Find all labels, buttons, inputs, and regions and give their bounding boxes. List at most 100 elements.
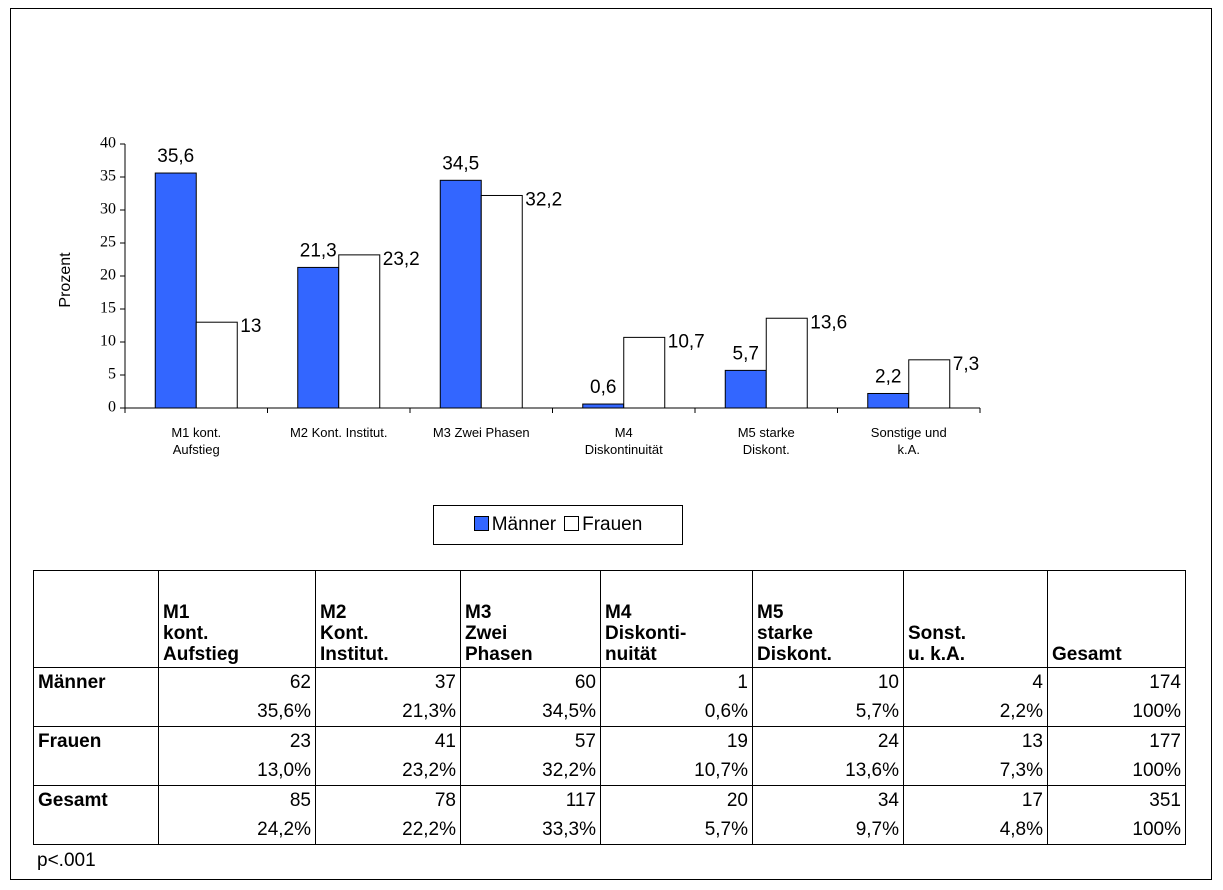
y-tick-label: 0 [108,399,116,416]
count: 351 [1149,790,1181,811]
count: 177 [1149,731,1181,752]
count: 34 [877,790,899,811]
table-cell: 174 100% [1047,667,1186,727]
bar [908,359,951,409]
percent: 100% [1132,760,1181,781]
bar [439,179,482,409]
table-cell: 85 24,2% [158,785,316,845]
percent: 24,2% [257,819,311,840]
percent: 0,6% [704,701,748,722]
x-tick-label: Sonstige und k.A. [870,425,947,457]
bar [582,403,625,409]
count: 17 [1021,790,1043,811]
column-header: M2 Kont. Institut. [315,570,461,668]
table-cell: 60 34,5% [460,667,601,727]
count: 24 [877,731,899,752]
table-cell: 351 100% [1047,785,1186,845]
data-label: 34,5 [442,153,479,174]
percent: 100% [1132,701,1181,722]
legend-label: Männer [491,514,557,535]
data-label: 13,6 [810,312,847,333]
data-label: 7,3 [953,354,979,375]
percent: 13,0% [257,760,311,781]
row-label: Gesamt [33,785,159,845]
legend: Männer Frauen [433,505,683,545]
percent: 100% [1132,819,1181,840]
table-cell: 62 35,6% [158,667,316,727]
table-cell: 57 32,2% [460,726,601,786]
percent: 23,2% [402,760,456,781]
row-label: Männer [33,667,159,727]
percent: 13,6% [845,760,899,781]
count: 85 [289,790,311,811]
table-cell: 13 7,3% [903,726,1048,786]
y-tick-label: 40 [100,135,116,152]
count: 117 [565,790,596,811]
data-label: 0,6 [590,377,616,398]
percent: 33,3% [542,819,596,840]
y-tick-label: 15 [100,300,116,317]
table-cell: 19 10,7% [600,726,753,786]
data-label: 13 [240,316,261,337]
frame [10,8,1212,880]
count: 1 [737,672,748,693]
count: 78 [434,790,456,811]
bar [724,369,767,409]
x-tick-label: M3 Zwei Phasen [432,425,530,440]
data-label: 21,3 [300,240,337,261]
table-cell: 10 5,7% [752,667,904,727]
bar [623,336,666,409]
data-label: 32,2 [525,189,562,210]
legend-label: Frauen [582,514,643,535]
x-tick-label: M1 kont. Aufstieg [171,425,222,457]
y-tick-label: 30 [100,201,116,218]
bar [154,172,197,409]
percent: 34,5% [542,701,596,722]
data-label: 2,2 [875,366,901,387]
column-header: Sonst. u. k.A. [903,570,1048,668]
percent: 7,3% [999,760,1043,781]
bar [195,321,238,409]
percent: 22,2% [402,819,456,840]
percent: 21,3% [402,701,456,722]
y-tick-label: 25 [100,234,116,251]
percent: 2,2% [999,701,1043,722]
percent: 35,6% [257,701,311,722]
count: 23 [289,731,311,752]
data-table: M1 kont. Aufstieg M2 Kont. Institut. M3 Zw… [33,570,1186,845]
count: 13 [1021,731,1043,752]
percent: 5,7% [855,701,899,722]
y-tick-label: 35 [100,168,116,185]
bar [765,317,808,409]
y-axis-label: Prozent [57,252,74,308]
data-label: 10,7 [668,331,705,352]
column-header: M5 starke Diskont. [752,570,904,668]
count: 174 [1149,672,1181,693]
table-cell: 117 33,3% [460,785,601,845]
column-header: M1 kont. Aufstieg [158,570,316,668]
percent: 4,8% [999,819,1043,840]
count: 20 [726,790,748,811]
table-cell: 34 9,7% [752,785,904,845]
bar [297,266,340,409]
row-label: Frauen [33,726,159,786]
table-cell: 1 0,6% [600,667,753,727]
table-cell: 4 2,2% [903,667,1048,727]
x-tick-label: M4 Diskontinuität [584,425,663,457]
table-cell: 17 4,8% [903,785,1048,845]
note: p<.001 [37,850,96,871]
bar [338,254,381,409]
table-cell: 177 100% [1047,726,1186,786]
legend-item: Frauen [564,514,642,536]
table-cell: 78 22,2% [315,785,461,845]
bar [867,392,910,409]
data-label: 23,2 [383,249,420,270]
x-tick-label: M2 Kont. Institut. [289,425,388,440]
bar [480,194,523,409]
percent: 10,7% [694,760,748,781]
legend-item: Männer [473,514,557,536]
count: 41 [434,731,456,752]
y-tick-label: 10 [100,333,116,350]
